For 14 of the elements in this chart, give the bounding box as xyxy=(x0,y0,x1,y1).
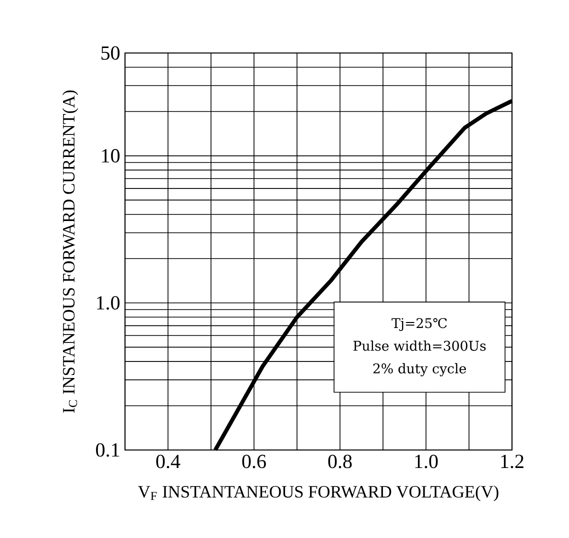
y-tick-label: 1.0 xyxy=(97,296,120,310)
y-tick-label: 0.1 xyxy=(96,443,120,457)
annotation: Pulse width=300Us xyxy=(353,340,486,351)
x-axis-title: V$_{F}$ INSTANTANEOUS FORWARD VOLTAGE(V) xyxy=(138,485,498,502)
y-tick-label: 10 xyxy=(102,149,120,163)
x-tick-label: 0.6 xyxy=(242,454,266,468)
y-tick-label: 50 xyxy=(101,46,120,60)
annotation: Tj=25℃ xyxy=(392,318,447,331)
x-tick-label: 0.8 xyxy=(328,454,352,468)
y-axis-title: I$_{C}$ INSTANEOUS FORWARD CURRENT(A) xyxy=(62,90,78,413)
x-tick-label: 1.0 xyxy=(415,454,438,468)
x-tick-label: 0.4 xyxy=(156,454,180,468)
x-tick-label: 1.2 xyxy=(501,454,524,468)
annotation: 2% duty cycle xyxy=(373,363,466,376)
